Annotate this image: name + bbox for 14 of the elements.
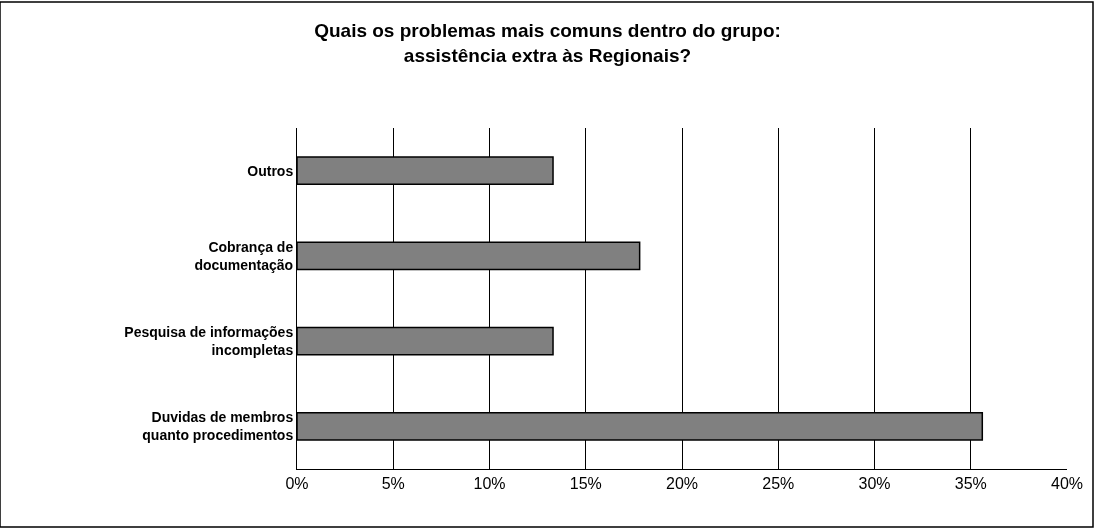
y-tick-label: Pesquisa de informações incompletas: [124, 323, 294, 359]
y-tick-label: Cobrança de documentação: [194, 238, 294, 273]
x-tick-label: 40%: [1050, 475, 1084, 493]
x-tick-label: 0%: [285, 475, 309, 493]
x-tick-label: 15%: [569, 475, 602, 493]
x-tick-label: 25%: [762, 475, 795, 493]
y-tick-label: Outros: [247, 162, 294, 179]
y-tick-label: Duvidas de membros quanto procedimentos: [142, 409, 294, 444]
x-tick-label: 10%: [473, 475, 506, 493]
x-tick-label: 35%: [954, 475, 987, 493]
x-tick-label: 30%: [858, 475, 891, 493]
x-tick-label: 20%: [665, 475, 699, 493]
x-tick-label: 5%: [381, 475, 405, 493]
chart-title: Quais os problemas mais comuns dentro do grupo: assistência extra às Regionais?: [314, 20, 781, 66]
